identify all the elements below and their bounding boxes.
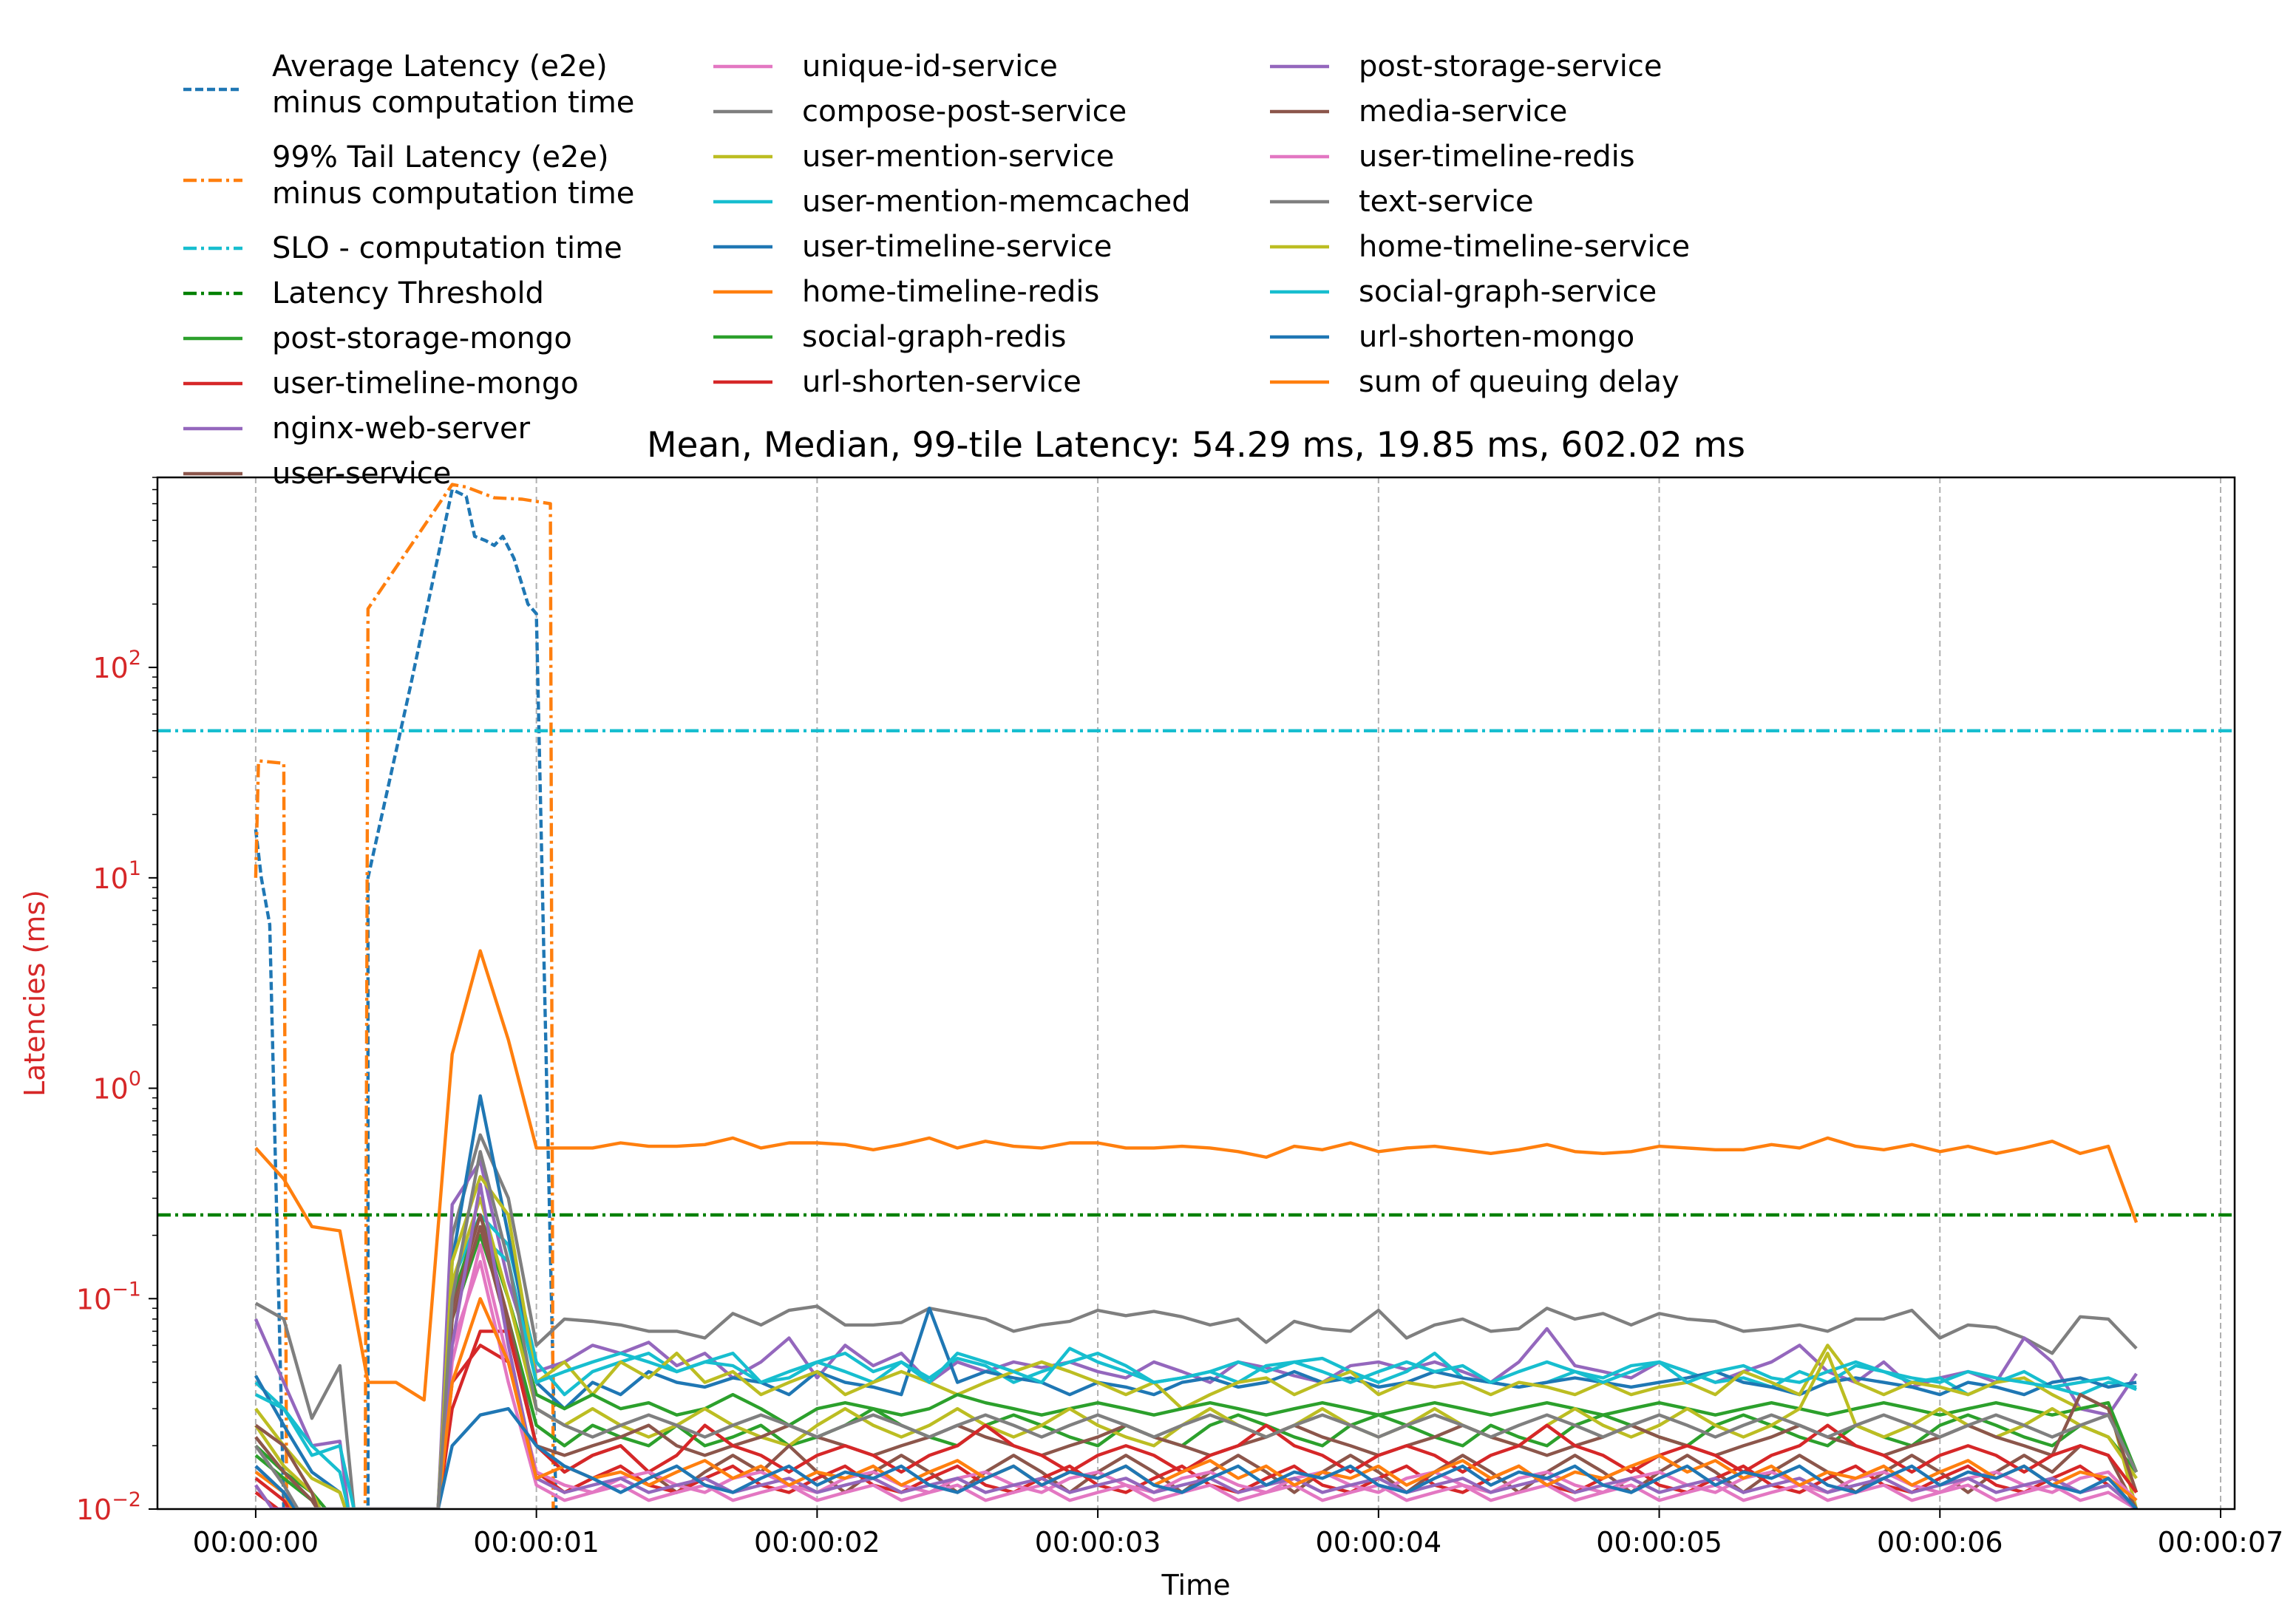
legend-item: user-timeline-service: [713, 230, 1112, 264]
x-tick-label: 00:00:06: [1877, 1526, 2003, 1559]
legend-label: sum of queuing delay: [1359, 365, 1679, 399]
legend-label: user-timeline-service: [802, 230, 1112, 264]
series-line-99-tail-latency-e2e-: [254, 483, 555, 1509]
legend-label: 99% Tail Latency (e2e): [272, 140, 609, 174]
series-line-social-graph-service: [254, 1233, 2137, 1509]
legend-label: user-timeline-mongo: [272, 367, 579, 401]
x-tick-label: 00:00:02: [754, 1526, 880, 1559]
legend-item: text-service: [1270, 185, 1534, 219]
x-axis: 00:00:00 00:00:01 00:00:02 00:00:03 00:00:04…: [193, 1509, 2284, 1559]
y-tick-label: 102: [92, 647, 141, 684]
legend-label: user-timeline-redis: [1359, 140, 1635, 174]
legend-label: compose-post-service: [802, 95, 1127, 129]
series-line-user-mention-service: [254, 1196, 2138, 1509]
legend-item: media-service: [1270, 95, 1567, 129]
legend-label: Latency Threshold: [272, 276, 544, 310]
legend-label: user-mention-memcached: [802, 185, 1191, 219]
legend-label: user-service: [272, 457, 451, 491]
x-tick-label: 00:00:03: [1035, 1526, 1161, 1559]
series-line-average-latency-e2e-: [254, 488, 558, 1509]
legend-item: compose-post-service: [713, 95, 1127, 129]
legend-item: home-timeline-service: [1270, 230, 1690, 264]
legend-item: unique-id-service: [713, 50, 1058, 84]
legend-item: social-graph-redis: [713, 320, 1067, 354]
legend-item: 99% Tail Latency (e2e)minus computation …: [183, 140, 634, 211]
legend-label: Average Latency (e2e): [272, 50, 608, 84]
legend-item: social-graph-service: [1270, 275, 1657, 309]
legend: Average Latency (e2e)minus computation t…: [183, 50, 1690, 491]
series-line-post-storage-mongo: [254, 1213, 2139, 1509]
x-tick-label: 00:00:04: [1315, 1526, 1441, 1559]
x-axis-label: Time: [1161, 1569, 1231, 1601]
series-line-url-shorten-mongo: [254, 1406, 2138, 1509]
legend-item: url-shorten-mongo: [1270, 320, 1634, 354]
legend-label: text-service: [1359, 185, 1534, 219]
x-tick-label: 00:00:00: [193, 1526, 319, 1559]
legend-label: url-shorten-service: [802, 365, 1081, 399]
legend-label: url-shorten-mongo: [1359, 320, 1634, 354]
legend-label: minus computation time: [272, 177, 634, 211]
legend-label: post-storage-mongo: [272, 321, 572, 355]
series-line-user-timeline-redis: [254, 1259, 2138, 1509]
series-line-compose-post-service: [254, 1133, 2138, 1509]
legend-label: SLO - computation time: [272, 231, 622, 265]
legend-item: url-shorten-service: [713, 365, 1081, 399]
legend-label: media-service: [1359, 95, 1567, 129]
series-line-user-timeline-service: [254, 1094, 2137, 1509]
legend-label: social-graph-redis: [802, 320, 1067, 354]
legend-item: SLO - computation time: [183, 231, 622, 265]
series-line-sum-of-queuing-delay: [254, 949, 2139, 1402]
chart-title: Mean, Median, 99-tile Latency: 54.29 ms,…: [647, 425, 1745, 466]
series-line-home-timeline-redis: [254, 1297, 2138, 1509]
legend-item: user-timeline-mongo: [183, 367, 579, 401]
legend-label: unique-id-service: [802, 50, 1058, 84]
legend-label: home-timeline-service: [1359, 230, 1690, 264]
legend-item: user-mention-service: [713, 140, 1114, 174]
y-axis-label: Latencies (ms): [18, 890, 51, 1097]
legend-item: post-storage-service: [1270, 50, 1662, 84]
legend-item: sum of queuing delay: [1270, 365, 1679, 399]
legend-item: Average Latency (e2e)minus computation t…: [183, 50, 634, 120]
series-line-text-service: [254, 1150, 2139, 1509]
x-tick-label: 00:00:07: [2158, 1526, 2284, 1559]
legend-label: social-graph-service: [1359, 275, 1657, 309]
legend-item: home-timeline-redis: [713, 275, 1099, 309]
plot-frame: [156, 476, 2236, 1511]
legend-item: post-storage-mongo: [183, 321, 572, 355]
legend-label: minus computation time: [272, 86, 634, 120]
legend-label: nginx-web-server: [272, 412, 531, 446]
x-tick-label: 00:00:01: [473, 1526, 600, 1559]
legend-label: post-storage-service: [1359, 50, 1662, 84]
series-layer: [157, 483, 2235, 1509]
x-tick-label: 00:00:05: [1596, 1526, 1722, 1559]
legend-item: user-service: [183, 457, 451, 491]
legend-label: home-timeline-redis: [802, 275, 1099, 309]
legend-label: user-mention-service: [802, 140, 1114, 174]
legend-item: Latency Threshold: [183, 276, 544, 310]
legend-item: nginx-web-server: [183, 412, 531, 446]
legend-item: user-mention-memcached: [713, 185, 1191, 219]
legend-item: user-timeline-redis: [1270, 140, 1635, 174]
